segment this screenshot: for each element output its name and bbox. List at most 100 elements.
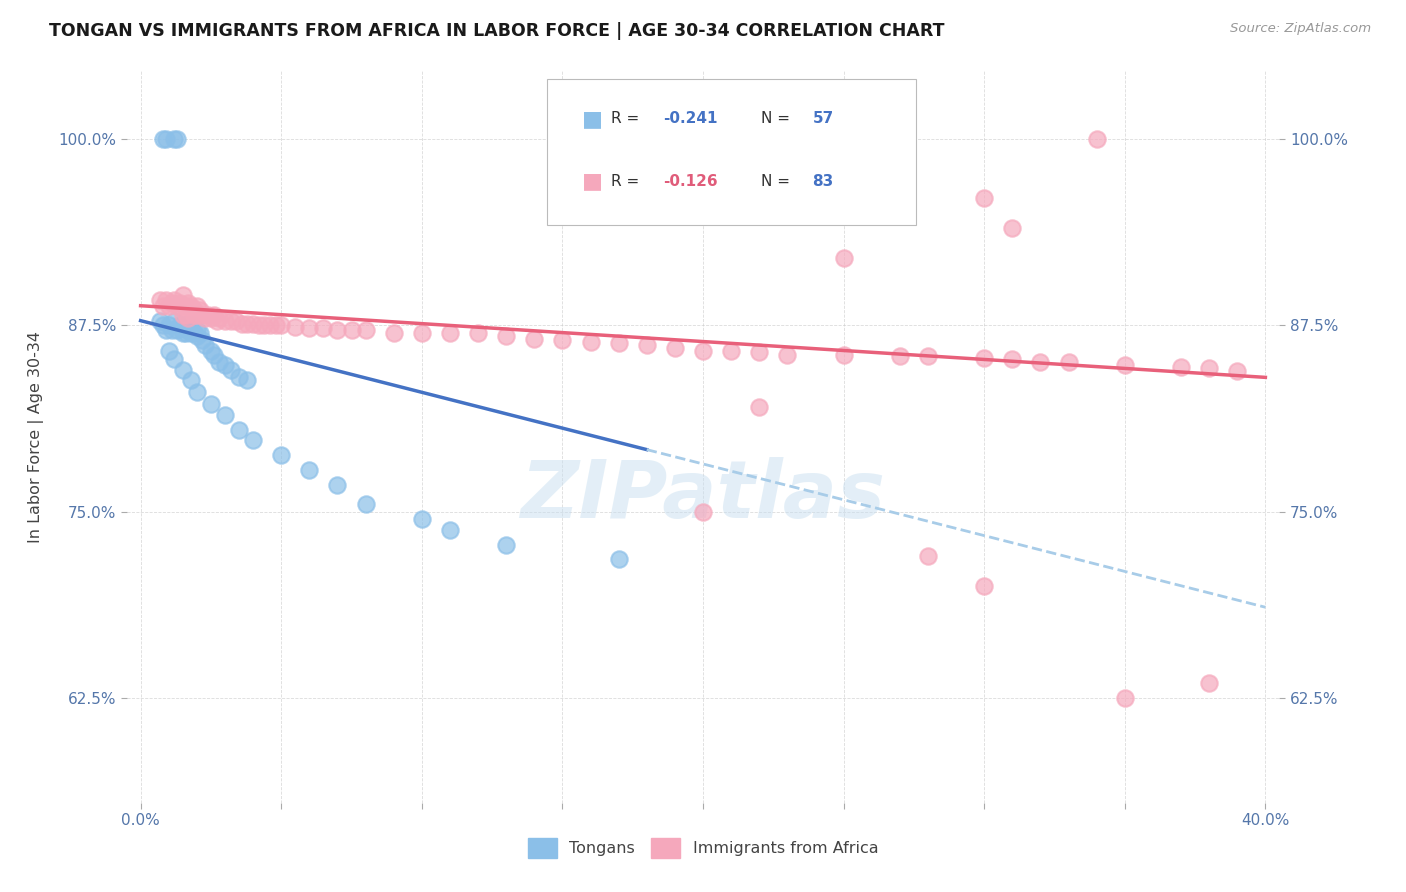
Point — [354, 323, 377, 337]
Point — [157, 318, 180, 332]
Text: 83: 83 — [813, 174, 834, 188]
Point — [155, 293, 177, 307]
Point — [186, 323, 208, 337]
Point — [155, 131, 177, 145]
Point — [180, 299, 202, 313]
Text: ZIPatlas: ZIPatlas — [520, 457, 886, 534]
Point — [270, 448, 292, 462]
Point — [1170, 359, 1192, 374]
Point — [172, 326, 194, 340]
Text: N =: N = — [761, 174, 794, 188]
Point — [208, 355, 231, 369]
Legend: Tongans, Immigrants from Africa: Tongans, Immigrants from Africa — [522, 832, 884, 864]
Point — [748, 401, 770, 415]
Point — [174, 308, 197, 322]
Point — [166, 131, 188, 145]
Point — [636, 337, 658, 351]
Point — [180, 373, 202, 387]
Point — [163, 293, 186, 307]
Point — [236, 317, 259, 331]
Point — [748, 345, 770, 359]
Text: TONGAN VS IMMIGRANTS FROM AFRICA IN LABOR FORCE | AGE 30-34 CORRELATION CHART: TONGAN VS IMMIGRANTS FROM AFRICA IN LABO… — [49, 22, 945, 40]
Point — [354, 497, 377, 511]
Point — [219, 313, 242, 327]
Point — [776, 131, 799, 145]
Point — [242, 433, 264, 447]
Point — [214, 359, 236, 373]
Point — [163, 313, 186, 327]
Point — [579, 334, 602, 349]
Point — [889, 350, 911, 364]
Point — [720, 343, 742, 358]
Text: ■: ■ — [582, 171, 603, 191]
Point — [298, 321, 321, 335]
Point — [214, 313, 236, 327]
Point — [664, 341, 686, 355]
Point — [180, 318, 202, 332]
Point — [191, 333, 214, 347]
Point — [326, 323, 349, 337]
Text: R =: R = — [610, 112, 644, 127]
Point — [172, 363, 194, 377]
Y-axis label: In Labor Force | Age 30-34: In Labor Force | Age 30-34 — [28, 331, 44, 543]
Point — [1085, 131, 1108, 145]
Point — [177, 295, 200, 310]
Point — [174, 318, 197, 332]
Point — [197, 308, 219, 322]
Point — [186, 299, 208, 313]
Point — [177, 310, 200, 325]
Text: -0.241: -0.241 — [662, 112, 717, 127]
Point — [149, 313, 172, 327]
Text: ■: ■ — [582, 109, 603, 129]
Point — [411, 326, 433, 340]
Point — [973, 351, 995, 365]
Point — [312, 321, 335, 335]
Point — [692, 343, 714, 358]
Point — [160, 323, 183, 337]
Point — [186, 308, 208, 322]
Point — [917, 549, 939, 564]
Point — [495, 328, 517, 343]
Point — [523, 332, 546, 346]
Point — [467, 326, 489, 340]
Point — [832, 251, 855, 265]
Point — [1001, 221, 1024, 235]
Point — [208, 310, 231, 325]
Point — [202, 348, 225, 362]
Point — [439, 326, 461, 340]
Point — [200, 310, 222, 325]
Point — [326, 478, 349, 492]
Point — [832, 348, 855, 362]
Text: N =: N = — [761, 112, 794, 127]
Point — [191, 308, 214, 322]
Point — [194, 310, 217, 325]
Point — [183, 326, 205, 340]
Point — [1114, 691, 1136, 706]
Point — [214, 408, 236, 422]
Point — [166, 299, 188, 313]
Point — [607, 336, 630, 351]
Point — [692, 505, 714, 519]
Point — [152, 318, 174, 332]
Point — [231, 317, 253, 331]
Point — [973, 191, 995, 205]
Point — [228, 370, 250, 384]
Point — [340, 323, 363, 337]
Point — [1198, 361, 1220, 376]
Point — [247, 318, 270, 332]
Point — [973, 579, 995, 593]
Text: 57: 57 — [813, 112, 834, 127]
Point — [270, 318, 292, 332]
Point — [264, 318, 287, 332]
Point — [166, 323, 188, 337]
Point — [200, 397, 222, 411]
Text: R =: R = — [610, 174, 644, 188]
Point — [259, 318, 281, 332]
Point — [172, 288, 194, 302]
Point — [152, 131, 174, 145]
Text: Source: ZipAtlas.com: Source: ZipAtlas.com — [1230, 22, 1371, 36]
Point — [194, 337, 217, 351]
Point — [163, 352, 186, 367]
Point — [157, 299, 180, 313]
Point — [382, 326, 405, 340]
